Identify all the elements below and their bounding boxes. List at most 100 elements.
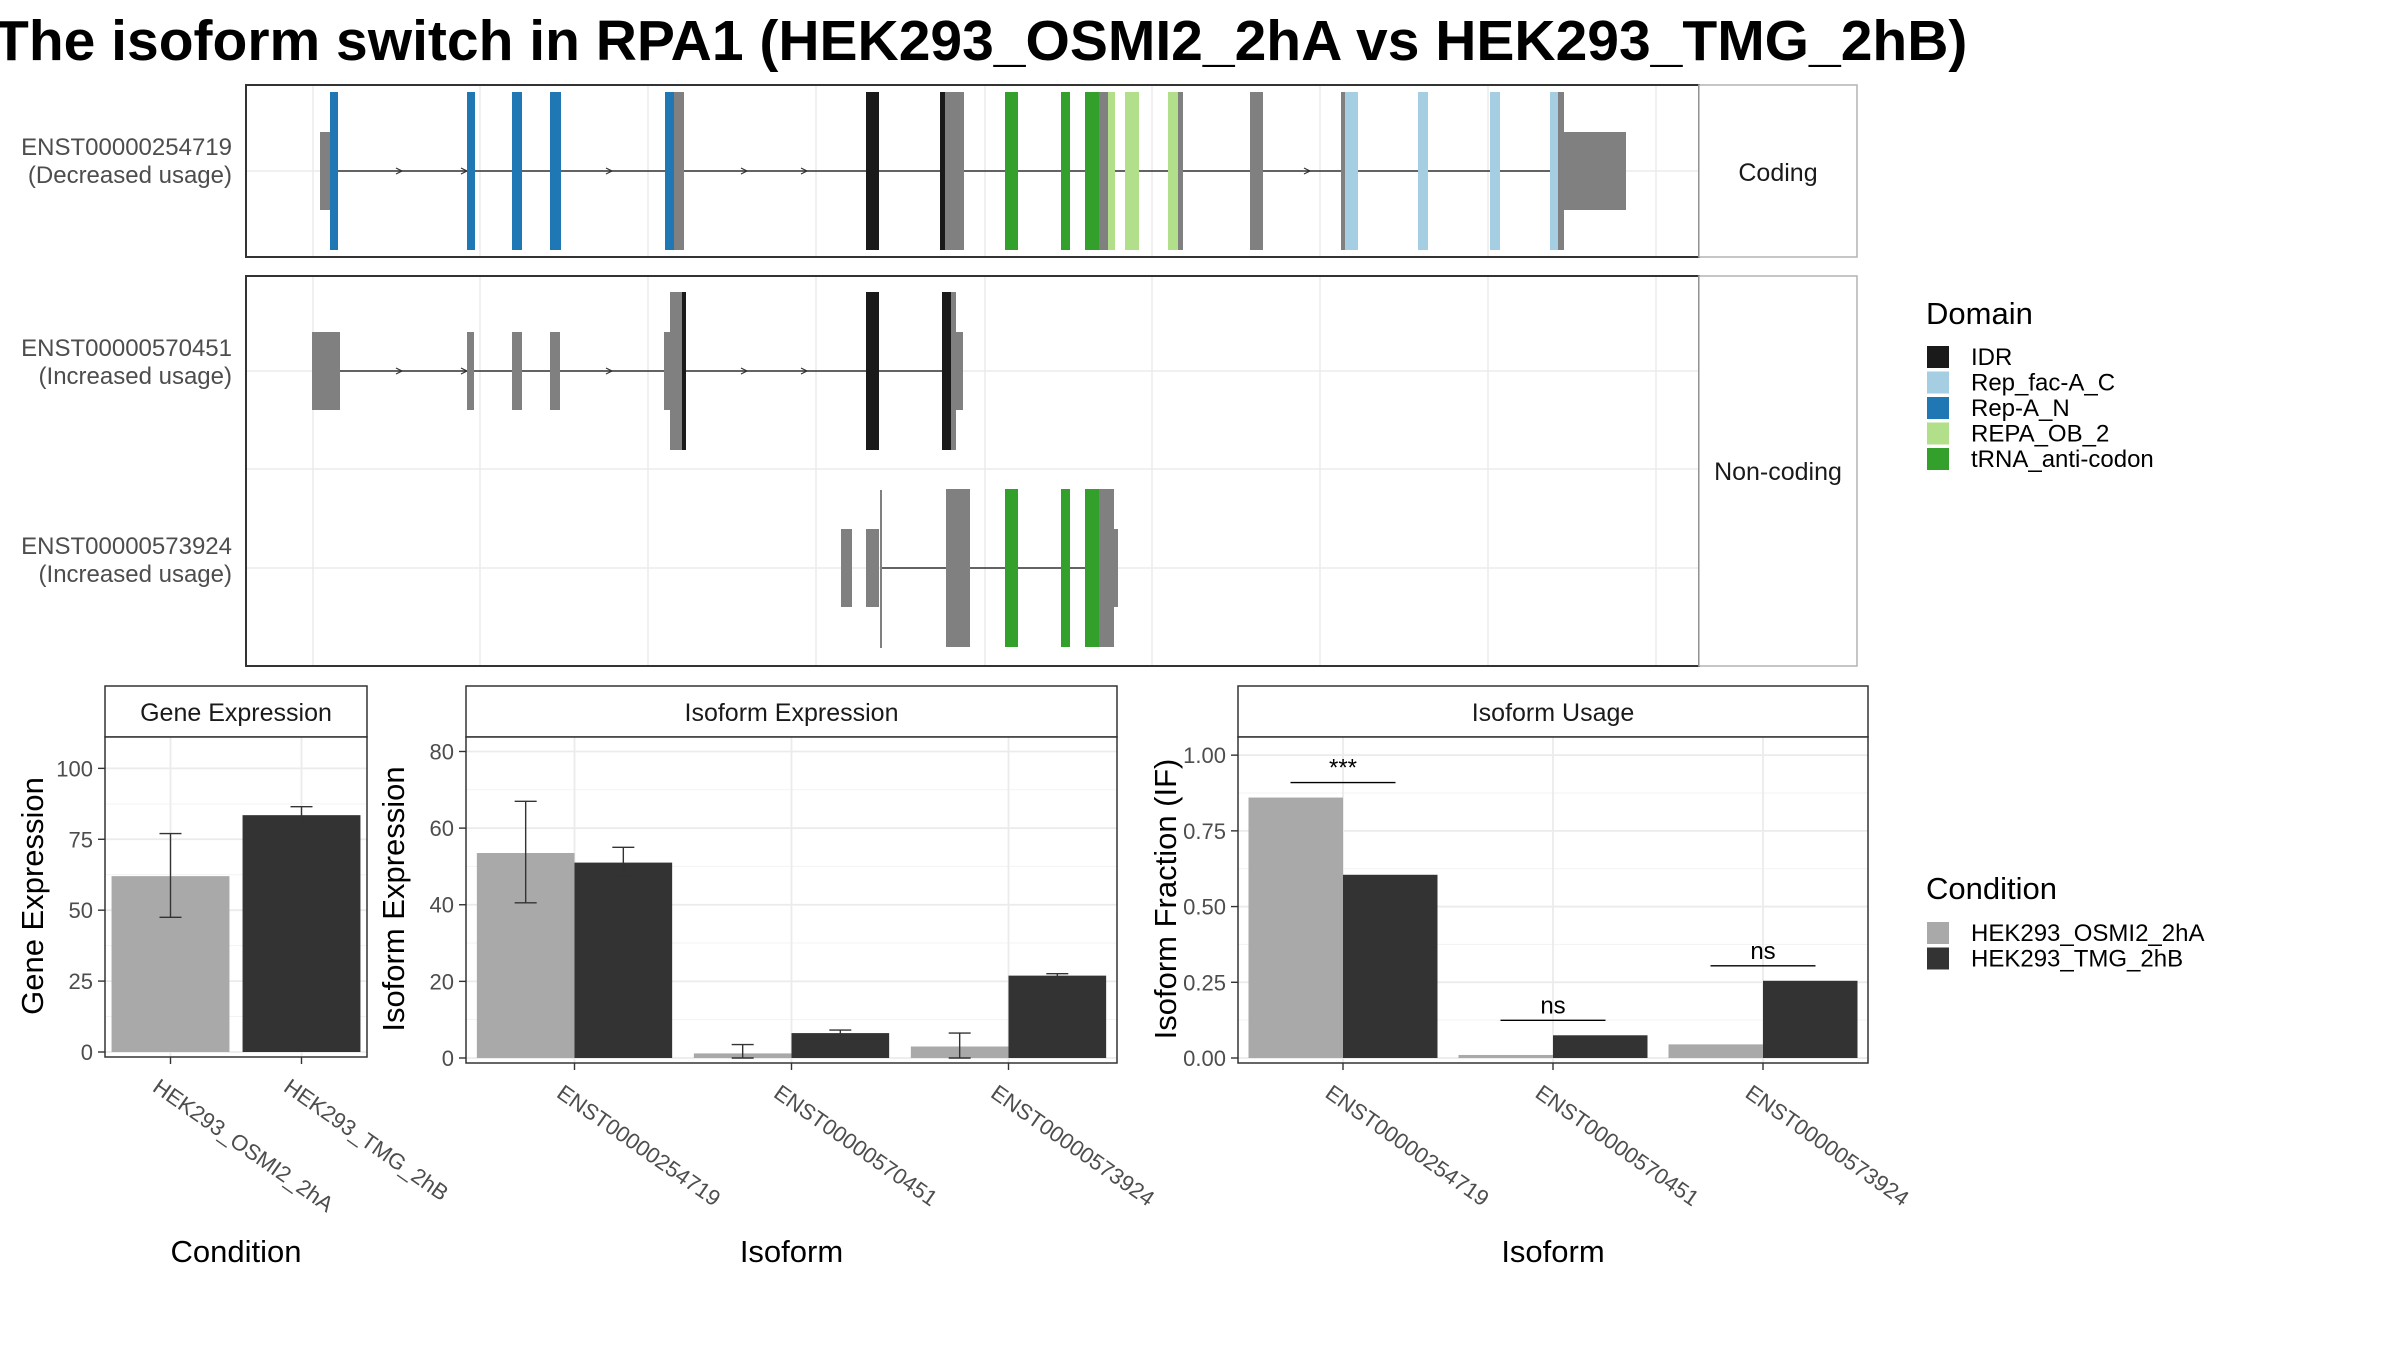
x-axis-title: Isoform — [740, 1234, 843, 1269]
y-tick-label: 1.00 — [1183, 743, 1226, 768]
domain-exon-idr — [866, 92, 879, 250]
exon — [1114, 529, 1118, 607]
bar — [1553, 1035, 1648, 1058]
strand-arrow — [605, 367, 614, 375]
y-tick-label: 60 — [430, 816, 454, 841]
utr-exon — [1564, 132, 1626, 210]
bar — [1248, 797, 1343, 1058]
plot-frame — [104, 736, 368, 1058]
strand-arrow — [605, 167, 614, 175]
strand-arrow — [740, 167, 749, 175]
legend-swatch — [1927, 346, 1949, 368]
x-tick-label: ENST00000254719 — [1321, 1080, 1494, 1211]
transcript-usage-label: (Increased usage) — [39, 561, 232, 588]
exon — [312, 332, 340, 410]
x-tick-label: ENST00000573924 — [986, 1080, 1159, 1211]
panel-strip — [104, 685, 368, 738]
strand-arrow — [740, 367, 749, 375]
bar — [1763, 980, 1858, 1058]
legend-swatch — [1927, 448, 1949, 470]
exon — [664, 332, 670, 410]
exon — [946, 489, 970, 647]
domain-exon-idr — [866, 292, 879, 450]
domain-exon-trna-anti-codon — [1005, 489, 1018, 647]
x-tick-label: ENST00000570451 — [769, 1080, 942, 1211]
transcript-labels: ENST00000254719(Decreased usage) ENST0000… — [21, 134, 232, 588]
significance-label: ns — [1540, 992, 1565, 1019]
strand-arrow — [1303, 167, 1312, 175]
exon — [866, 529, 879, 607]
exon — [467, 332, 474, 410]
legend-swatch — [1927, 397, 1949, 419]
domain-exon-rep-fac-a-c — [1345, 92, 1358, 250]
bar — [1668, 1044, 1763, 1058]
domain-exon-idr — [682, 292, 686, 450]
bar — [242, 815, 361, 1052]
bar — [1008, 975, 1107, 1058]
facet-label-noncoding: Non-coding — [1714, 458, 1842, 486]
legend-swatch — [1927, 422, 1949, 445]
legend-swatch — [1927, 922, 1949, 944]
exon — [674, 92, 684, 250]
exon — [1099, 92, 1108, 250]
transcript-id-label: ENST00000254719 — [21, 134, 232, 161]
panel-strip — [1237, 685, 1869, 738]
strand-arrow — [800, 167, 809, 175]
exon — [1250, 92, 1263, 250]
y-tick-label: 80 — [430, 739, 454, 764]
domain-exon-rep-a-n — [550, 92, 561, 250]
domain-exon-trna-anti-codon — [1061, 92, 1070, 250]
bar — [574, 862, 673, 1058]
legend-label: tRNA_anti-codon — [1971, 446, 2154, 473]
transcript-structure-panel: Coding Non-coding ENST00000254719(Decrea… — [21, 84, 1858, 667]
bar — [1343, 874, 1438, 1058]
domain-exon-trna-anti-codon — [1061, 489, 1070, 647]
exon — [951, 292, 956, 450]
domain-legend: Domain IDRRep_fac-A_CRep-A_NREPA_OB_2tRN… — [1926, 296, 2154, 473]
legend-label: HEK293_TMG_2hB — [1971, 946, 2183, 973]
strand-arrow — [395, 367, 404, 375]
coding-strip — [1698, 84, 1858, 258]
legend-swatch — [1927, 947, 1949, 970]
exon — [945, 92, 964, 250]
domain-exon-idr — [942, 292, 951, 450]
transcript-usage-label: (Decreased usage) — [28, 162, 232, 189]
exon — [1341, 92, 1345, 250]
strand-arrow — [800, 367, 809, 375]
transcript-id-label: ENST00000573924 — [21, 533, 232, 560]
y-tick-label: 0.00 — [1183, 1046, 1226, 1071]
bar-chart-3: Isoform Usage *** ns ns 0.00 0.25 0.50 0.75 1.00… — [1148, 685, 1914, 1269]
panel-title: Gene Expression — [140, 699, 332, 727]
domain-exon-rep-a-n — [330, 92, 338, 250]
exon — [841, 529, 852, 607]
y-axis-title: Gene Expression — [15, 777, 50, 1015]
domain-exon-rep-a-n — [467, 92, 475, 250]
domain-exon-rep-fac-a-c — [1550, 92, 1558, 250]
panel-title: Isoform Expression — [685, 699, 899, 727]
x-tick-label: ENST00000573924 — [1741, 1080, 1914, 1211]
exon — [1099, 489, 1114, 647]
y-tick-label: 75 — [69, 827, 93, 852]
exon — [1558, 92, 1564, 250]
y-tick-label: 25 — [69, 969, 93, 994]
domain-exon-repa-ob-2 — [1108, 92, 1115, 250]
y-axis-title: Isoform Expression — [376, 766, 411, 1031]
legend-label: HEK293_OSMI2_2hA — [1971, 920, 2204, 947]
bar — [1458, 1054, 1553, 1058]
x-axis-title: Isoform — [1501, 1234, 1604, 1269]
transcript-id-label: ENST00000570451 — [21, 335, 232, 362]
condition-legend-title: Condition — [1926, 871, 2057, 906]
y-tick-label: 0.25 — [1183, 970, 1226, 995]
legend-swatch — [1927, 371, 1949, 394]
utr-exon — [320, 132, 330, 210]
bar — [791, 1033, 890, 1058]
y-tick-label: 0 — [442, 1046, 454, 1071]
panel-title: Isoform Usage — [1472, 699, 1635, 727]
strand-arrow — [395, 167, 404, 175]
x-axis-title: Condition — [171, 1234, 302, 1269]
exon — [550, 332, 560, 410]
y-tick-label: 40 — [430, 893, 454, 918]
exon — [512, 332, 522, 410]
